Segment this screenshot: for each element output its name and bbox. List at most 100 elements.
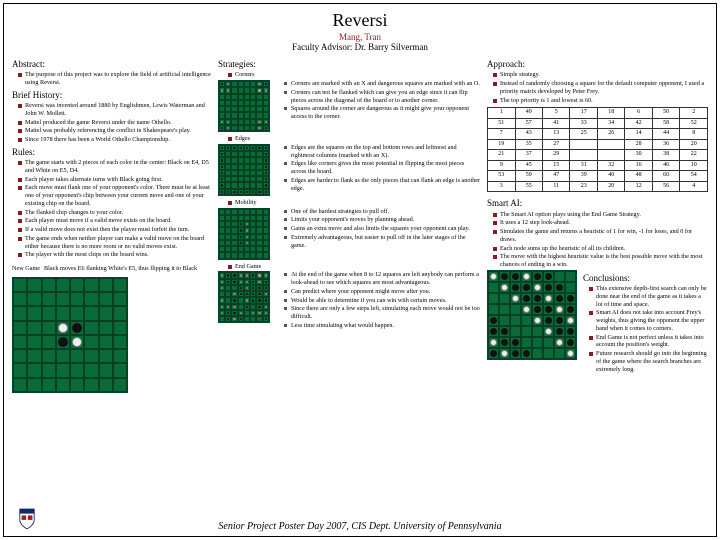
rules-list: The game starts with 2 pieces of each co…: [12, 159, 212, 259]
list-item: The game ends when neither player can ma…: [18, 235, 212, 251]
priority-cell: 42: [625, 118, 652, 129]
priority-cell: 15: [542, 160, 569, 171]
priority-cell: 32: [597, 160, 624, 171]
priority-cell: 59: [515, 171, 542, 182]
priority-cell: 27: [542, 139, 569, 150]
list-item: Edges are harder to flank as the only pi…: [284, 177, 481, 193]
priority-cell: 56: [652, 181, 679, 192]
priority-cell: 2: [680, 108, 708, 119]
priority-cell: 45: [515, 160, 542, 171]
list-item: Each player takes alternate turns with B…: [18, 176, 212, 184]
list-item: Edges like corners gives the most potent…: [284, 160, 481, 176]
priority-cell: 29: [542, 150, 569, 161]
newgame-caption: Black moves E6 flanking White's E5, thus…: [44, 265, 212, 273]
list-item: Smart AI does not take into account Frey…: [589, 309, 708, 332]
history-heading: Brief History:: [12, 90, 212, 101]
priority-cell: 17: [570, 108, 597, 119]
list-item: Would be able to determine if you can wi…: [284, 297, 481, 305]
priority-cell: 34: [597, 118, 624, 129]
priority-cell: 6: [625, 108, 652, 119]
mobility-board: [218, 208, 270, 260]
priority-cell: 47: [542, 171, 569, 182]
priority-cell: 13: [542, 129, 569, 140]
priority-cell: 3: [488, 181, 515, 192]
edges-list: Edges are the squares on the top and bot…: [274, 144, 481, 196]
priority-cell: 5: [542, 108, 569, 119]
priority-cell: 53: [488, 171, 515, 182]
priority-cell: 11: [542, 181, 569, 192]
priority-cell: 19: [488, 139, 515, 150]
priority-cell: 22: [680, 150, 708, 161]
approach-heading: Approach:: [487, 59, 708, 70]
poster-title: Reversi: [12, 10, 708, 31]
list-item: Extremely advantageous, but easier to pu…: [284, 234, 481, 250]
priority-cell: 4: [680, 181, 708, 192]
priority-cell: 44: [652, 129, 679, 140]
priority-cell: 51: [488, 118, 515, 129]
list-item: The flanked chip changes to your color.: [18, 209, 212, 217]
endgame-title: End Game: [228, 263, 481, 271]
priority-cell: 60: [652, 171, 679, 182]
corners-board: [218, 80, 270, 132]
footer-text: Senior Project Poster Day 2007, CIS Dept…: [4, 521, 716, 532]
list-item: It uses a 12 step look-ahead.: [493, 219, 708, 227]
edges-row: Edges are the squares on the top and bot…: [218, 144, 481, 196]
priority-cell: 1: [488, 108, 515, 119]
list-item: Simple strategy.: [493, 71, 708, 79]
list-item: Corners are marked with an X and dangero…: [284, 80, 481, 88]
list-item: Each move must flank one of your opponen…: [18, 184, 212, 207]
smartai-list: The Smart AI option plays using the End …: [487, 211, 708, 269]
priority-cell: 38: [652, 150, 679, 161]
content-columns: Abstract: The purpose of this project wa…: [12, 56, 708, 393]
priority-cell: 28: [625, 139, 652, 150]
list-item: The Smart AI option plays using the End …: [493, 211, 708, 219]
list-item: Can predict where your opponent might mo…: [284, 288, 481, 296]
edges-title: Edges: [228, 135, 481, 143]
column-right: Approach: Simple strategy. Instead of ra…: [487, 56, 708, 393]
list-item: The move with the highest heuristic valu…: [493, 253, 708, 269]
list-item: One of the hardest strategies to pull of…: [284, 208, 481, 216]
list-item: Gains an extra move and also limits the …: [284, 225, 481, 233]
list-item: This extensive depth-first search can on…: [589, 285, 708, 308]
list-item: The top priority is 1 and lowest is 60.: [493, 97, 708, 105]
poster-frame: Reversi Mang, Tran Faculty Advisor: Dr. …: [3, 3, 717, 537]
list-item: Edges are the squares on the top and bot…: [284, 144, 481, 160]
conclusions-list: This extensive depth-first search can on…: [583, 285, 708, 373]
mobility-list: One of the hardest strategies to pull of…: [274, 208, 481, 260]
endgame-board: [218, 271, 270, 323]
corners-title: Corners: [228, 71, 481, 79]
priority-cell: 12: [625, 181, 652, 192]
priority-cell: 35: [515, 139, 542, 150]
authors: Mang, Tran: [12, 32, 708, 42]
priority-cell: 25: [570, 129, 597, 140]
conclusions-heading: Conclusions:: [583, 273, 708, 284]
priority-cell: 18: [597, 108, 624, 119]
list-item: The player with the most chips on the bo…: [18, 251, 212, 259]
priority-cell: 55: [515, 181, 542, 192]
priority-cell: [570, 139, 597, 150]
priority-cell: 58: [652, 118, 679, 129]
priority-cell: 20: [680, 139, 708, 150]
list-item: The purpose of this project was to explo…: [18, 71, 212, 87]
corners-row: Corners are marked with an X and dangero…: [218, 80, 481, 132]
priority-cell: 31: [570, 160, 597, 171]
strategies-heading: Strategies:: [218, 59, 481, 70]
list-item: Each node sums up the heuristic of all i…: [493, 245, 708, 253]
smartai-board: [487, 270, 577, 360]
abstract-heading: Abstract:: [12, 59, 212, 70]
priority-cell: 36: [652, 139, 679, 150]
priority-cell: 7: [488, 129, 515, 140]
priority-cell: [597, 139, 624, 150]
newgame-board: [12, 277, 128, 393]
priority-cell: 26: [597, 129, 624, 140]
priority-cell: 46: [652, 160, 679, 171]
list-item: End Game is not perfect unless it takes …: [589, 334, 708, 350]
priority-cell: 20: [597, 181, 624, 192]
priority-cell: 39: [570, 171, 597, 182]
priority-cell: [570, 150, 597, 161]
priority-cell: 33: [570, 118, 597, 129]
priority-cell: 41: [542, 118, 569, 129]
corners-list: Corners are marked with an X and dangero…: [274, 80, 481, 132]
list-item: Less time simulating what would happen.: [284, 322, 481, 330]
priority-cell: 48: [625, 171, 652, 182]
